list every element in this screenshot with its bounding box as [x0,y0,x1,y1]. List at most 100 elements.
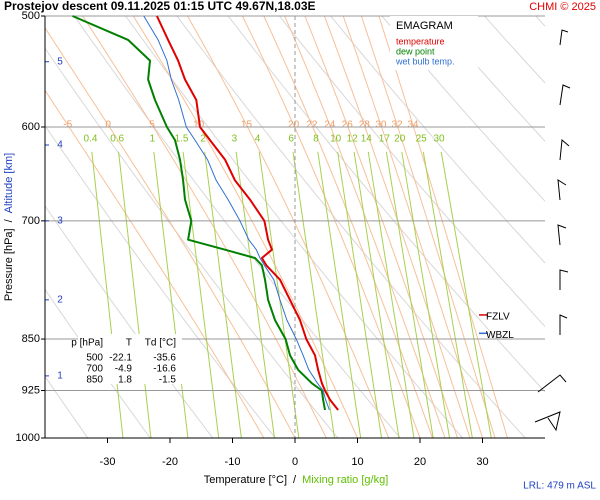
mixing-ratio-line [118,151,152,438]
table-header: p [hPa] [71,338,103,349]
dry-adiabat [227,16,545,393]
dry-adiabat [176,16,526,438]
y-tick-label: 925 [22,384,40,396]
mixing-ratio-label: 25 [416,134,428,145]
table-cell: -1.5 [159,375,177,386]
x-axis-title: Temperature [°C] / Mixing ratio [g/kg] [204,474,389,486]
moist-adiabat-label: 24 [324,120,336,131]
level-label: WBZL [486,330,514,341]
dry-adiabat [432,16,545,142]
moist-adiabat [45,27,296,438]
x-axis-title-part: Mixing ratio [g/kg] [302,474,388,486]
x-tick-label: 10 [351,456,363,468]
level-label: FZLV [486,312,510,323]
legend-title: EMAGRAM [396,20,453,32]
dry-adiabat [45,375,89,438]
mixing-ratio-label: 8 [313,134,319,145]
foreground: -5 0 5 10 15 20 22 24 26 28 30 32 340.4 0.6 1 1.5 2 3 4 6 8 1… [3,10,597,492]
wind-barb [559,314,568,335]
dry-adiabat [535,16,545,27]
moist-adiabat [45,89,265,438]
mixing-ratio-label: 0.6 [110,134,124,145]
mixing-ratio-line [353,151,400,438]
mixing-ratio-label: 1 [150,134,156,145]
mixing-ratio-label: 3 [232,134,238,145]
moist-adiabat-label: 15 [241,120,253,131]
background-lines [45,16,600,438]
dry-adiabat [45,288,151,438]
y-axis-title-part: Pressure [hPa] [3,228,15,301]
wind-barb [559,29,569,46]
x-tick-label: -20 [162,456,178,468]
wind-barb [537,374,567,393]
wind-barb [559,84,571,106]
moist-adiabat [323,16,471,438]
moist-adiabat-label: 5 [149,120,155,131]
x-tick-label: 20 [414,456,426,468]
x-axis-title-part: / [293,474,297,486]
moist-adiabat-label: -5 [63,120,72,131]
dry-adiabat [45,124,276,438]
legend-entry: temperature [396,36,445,46]
moist-adiabat [304,16,458,438]
altitude-tick-label: 3 [57,215,63,226]
table-header: T [126,338,132,349]
table-cell: 500 [86,353,103,364]
moist-adiabat-label: 20 [288,120,300,131]
moist-adiabat-label: 26 [342,120,354,131]
profile-line [143,15,330,411]
legend-box [390,16,478,70]
mixing-ratio-line [153,151,189,438]
y-tick-label: 700 [22,215,40,227]
altitude-tick-label: 4 [57,140,63,151]
moist-adiabat [186,16,390,438]
mixing-ratio-line [204,151,242,438]
moist-adiabat-label: 0 [105,120,111,131]
legend-entry: wet bulb temp. [395,56,455,66]
dry-adiabat [73,16,401,438]
mixing-ratio-label: 6 [288,134,294,145]
chart-title: Prostejov descent 09.11.2025 01:15 UTC 4… [4,0,316,13]
moist-adiabat-label: 22 [306,120,318,131]
mixing-ratio-label: 10 [330,134,342,145]
table-cell: -22.1 [109,353,132,364]
altitude-tick-label: 1 [57,371,63,382]
mixing-ratio-line [182,151,220,438]
wind-barb [559,138,570,161]
mixing-ratio-line [258,151,300,438]
mixing-ratio-line [91,151,124,438]
wind-barb [557,179,567,201]
dry-adiabat [587,16,600,438]
wind-barb [559,269,569,290]
table-cell: -4.9 [115,364,133,375]
dry-adiabat [45,47,339,438]
station-note: LRL: 479 m ASL [523,481,596,492]
profile-line [155,15,339,411]
mixing-ratio-label: 0.4 [84,134,98,145]
moist-adiabat-label: 28 [359,120,371,131]
mixing-ratio-label: 4 [255,134,261,145]
legend-entry: dew point [396,46,435,56]
x-tick-label: -10 [225,456,241,468]
mixing-ratio-label: 1.5 [175,134,189,145]
moist-adiabat-label: 32 [392,120,404,131]
wind-barb [557,224,567,246]
x-tick-label: 30 [476,456,488,468]
table-cell: -35.6 [153,353,176,364]
altitude-tick-label: 2 [57,294,63,305]
wind-barb [534,411,561,432]
x-tick-label: -30 [100,456,116,468]
x-tick-label: 0 [292,456,298,468]
table-cell: 1.8 [118,375,132,386]
moist-adiabat [132,16,358,438]
dry-adiabat [330,16,545,264]
moist-adiabat [342,16,483,438]
dry-adiabat [45,205,214,438]
y-tick-label: 850 [22,333,40,345]
moist-adiabat-label: 30 [375,120,387,131]
dry-adiabat [484,16,545,84]
dry-adiabat [381,16,545,202]
dry-adiabat [279,16,545,328]
